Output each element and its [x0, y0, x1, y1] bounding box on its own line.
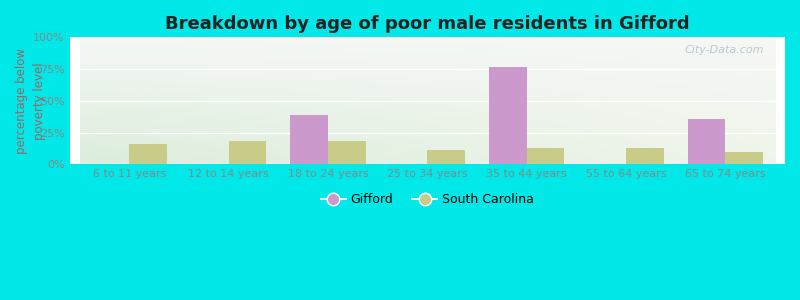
Bar	[688, 118, 726, 164]
Text: City-Data.com: City-Data.com	[684, 45, 763, 55]
Bar	[427, 150, 465, 164]
Title: Breakdown by age of poor male residents in Gifford: Breakdown by age of poor male residents …	[165, 15, 690, 33]
Bar	[229, 141, 266, 164]
Bar	[526, 148, 565, 164]
Bar	[328, 141, 366, 164]
Legend: Gifford, South Carolina: Gifford, South Carolina	[316, 188, 539, 211]
Bar	[290, 115, 328, 164]
Bar	[726, 152, 763, 164]
Bar	[130, 144, 167, 164]
Bar	[626, 148, 664, 164]
Y-axis label: percentage below
poverty level: percentage below poverty level	[15, 48, 46, 154]
Bar	[489, 67, 526, 164]
